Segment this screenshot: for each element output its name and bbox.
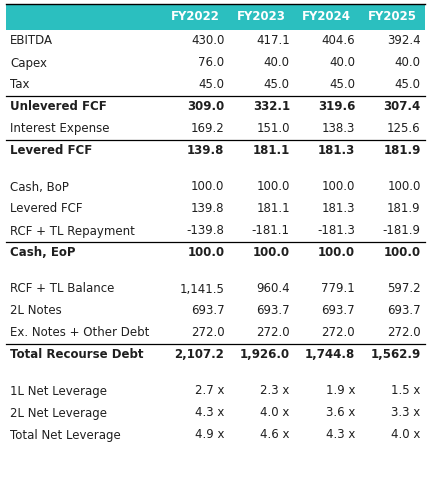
Text: 76.0: 76.0 [198,57,224,69]
Text: 100.0: 100.0 [383,247,420,259]
Text: -181.1: -181.1 [251,225,289,238]
Text: 307.4: 307.4 [382,101,420,114]
Text: 181.1: 181.1 [252,144,289,158]
Text: 3.3 x: 3.3 x [390,407,420,420]
Text: 40.0: 40.0 [394,57,420,69]
Text: 693.7: 693.7 [190,305,224,317]
Text: 319.6: 319.6 [317,101,354,114]
Text: Interest Expense: Interest Expense [10,123,109,135]
Text: 139.8: 139.8 [190,202,224,215]
Text: 272.0: 272.0 [190,326,224,339]
Text: 4.9 x: 4.9 x [194,429,224,441]
Text: RCF + TL Balance: RCF + TL Balance [10,283,114,296]
Text: 100.0: 100.0 [386,181,420,193]
Text: 40.0: 40.0 [263,57,289,69]
Text: 169.2: 169.2 [190,123,224,135]
Text: Total Recourse Debt: Total Recourse Debt [10,349,143,362]
Text: 417.1: 417.1 [255,35,289,48]
Text: Levered FCF: Levered FCF [10,144,92,158]
Text: 1,744.8: 1,744.8 [304,349,354,362]
Text: 779.1: 779.1 [321,283,354,296]
Text: 2L Net Leverage: 2L Net Leverage [10,407,107,420]
Text: -139.8: -139.8 [186,225,224,238]
Text: 309.0: 309.0 [187,101,224,114]
Text: 272.0: 272.0 [321,326,354,339]
Text: 2.3 x: 2.3 x [260,384,289,397]
Text: 2L Notes: 2L Notes [10,305,61,317]
Text: 693.7: 693.7 [321,305,354,317]
Text: 45.0: 45.0 [263,78,289,91]
Text: FY2022: FY2022 [171,10,220,23]
Text: 597.2: 597.2 [386,283,420,296]
Text: 332.1: 332.1 [252,101,289,114]
Text: 100.0: 100.0 [187,247,224,259]
Text: 392.4: 392.4 [386,35,420,48]
Text: Cash, BoP: Cash, BoP [10,181,69,193]
Text: 960.4: 960.4 [255,283,289,296]
Text: 4.3 x: 4.3 x [325,429,354,441]
Text: Total Net Leverage: Total Net Leverage [10,429,120,441]
Text: -181.9: -181.9 [382,225,420,238]
Text: FY2025: FY2025 [366,10,415,23]
Text: 272.0: 272.0 [255,326,289,339]
Text: 125.6: 125.6 [386,123,420,135]
Text: 181.9: 181.9 [382,144,420,158]
Text: 1.5 x: 1.5 x [390,384,420,397]
Text: 404.6: 404.6 [321,35,354,48]
Text: 4.0 x: 4.0 x [390,429,420,441]
Text: 4.0 x: 4.0 x [260,407,289,420]
Text: 45.0: 45.0 [198,78,224,91]
Text: 693.7: 693.7 [386,305,420,317]
Text: 1L Net Leverage: 1L Net Leverage [10,384,107,397]
Text: FY2024: FY2024 [301,10,350,23]
Text: 181.3: 181.3 [317,144,354,158]
Text: 100.0: 100.0 [252,247,289,259]
Text: 430.0: 430.0 [190,35,224,48]
Text: Cash, EoP: Cash, EoP [10,247,75,259]
Text: Unlevered FCF: Unlevered FCF [10,101,107,114]
Text: 2.7 x: 2.7 x [194,384,224,397]
Text: 272.0: 272.0 [386,326,420,339]
Text: 138.3: 138.3 [321,123,354,135]
Text: 139.8: 139.8 [187,144,224,158]
Text: 4.3 x: 4.3 x [195,407,224,420]
Text: FY2023: FY2023 [236,10,285,23]
Text: RCF + TL Repayment: RCF + TL Repayment [10,225,135,238]
Text: -181.3: -181.3 [316,225,354,238]
Text: 1.9 x: 1.9 x [325,384,354,397]
Text: 45.0: 45.0 [394,78,420,91]
Text: 151.0: 151.0 [256,123,289,135]
Text: EBITDA: EBITDA [10,35,53,48]
Text: Levered FCF: Levered FCF [10,202,82,215]
Text: 693.7: 693.7 [255,305,289,317]
Text: 100.0: 100.0 [321,181,354,193]
Text: 100.0: 100.0 [256,181,289,193]
Text: 4.6 x: 4.6 x [260,429,289,441]
Text: 181.9: 181.9 [386,202,420,215]
Text: 45.0: 45.0 [329,78,354,91]
Text: 1,141.5: 1,141.5 [179,283,224,296]
Text: 40.0: 40.0 [329,57,354,69]
Text: Capex: Capex [10,57,47,69]
Text: 2,107.2: 2,107.2 [174,349,224,362]
Text: 1,562.9: 1,562.9 [369,349,420,362]
Text: 3.6 x: 3.6 x [325,407,354,420]
Text: 181.3: 181.3 [321,202,354,215]
Text: 100.0: 100.0 [317,247,354,259]
Text: Ex. Notes + Other Debt: Ex. Notes + Other Debt [10,326,149,339]
Text: 1,926.0: 1,926.0 [239,349,289,362]
Text: Tax: Tax [10,78,29,91]
FancyBboxPatch shape [6,4,424,30]
Text: 181.1: 181.1 [255,202,289,215]
Text: 100.0: 100.0 [190,181,224,193]
